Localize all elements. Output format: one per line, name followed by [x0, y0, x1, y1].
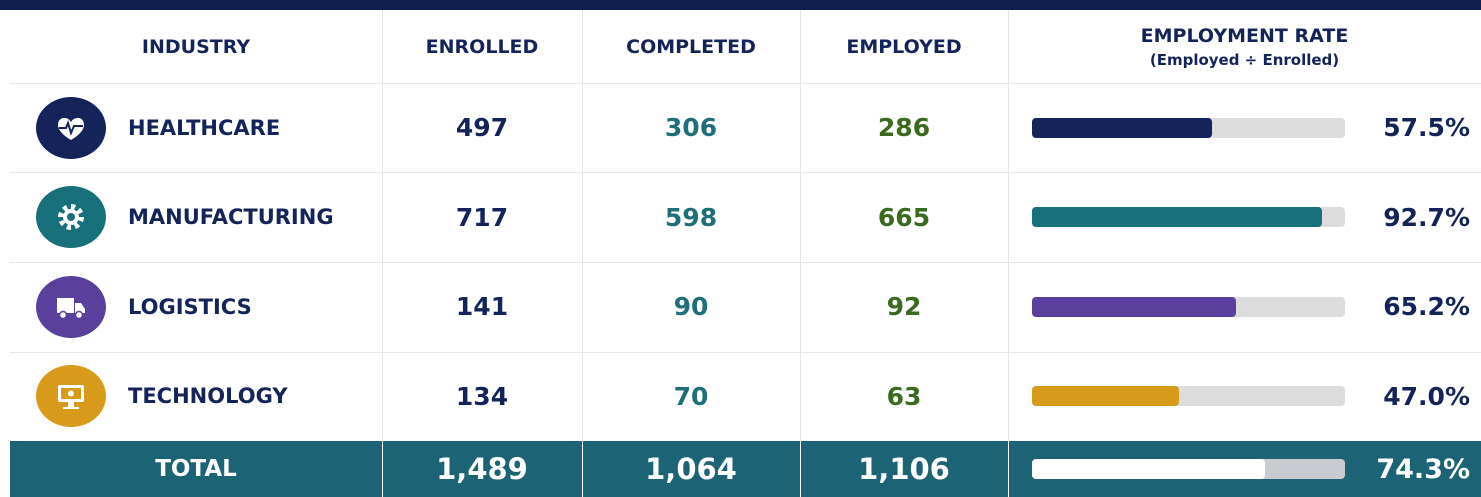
completed-value: 70: [673, 381, 709, 411]
employed-value: 63: [886, 381, 922, 411]
total-employed: 1,106: [858, 452, 950, 486]
rate-bar: [1032, 117, 1212, 138]
enrolled-value: 497: [455, 113, 509, 143]
industry-icon: [36, 96, 106, 160]
industry-name: LOGISTICS: [128, 294, 252, 319]
rate-label: 57.5%: [1383, 113, 1470, 143]
header-subtext: (Employed ÷ Enrolled): [1149, 50, 1340, 69]
completed-value: 598: [664, 202, 718, 232]
employed-value: 665: [877, 202, 931, 232]
header-text: ENROLLED: [425, 35, 539, 58]
total-divider: [582, 441, 583, 497]
column-header: COMPLETED: [582, 10, 800, 83]
row-divider: [10, 83, 1481, 84]
icon: [36, 186, 106, 249]
icon: [36, 275, 106, 338]
header-text: EMPLOYMENT RATE: [1140, 24, 1349, 47]
header-text: EMPLOYED: [846, 35, 962, 58]
rate-track: [1032, 207, 1345, 228]
enrolled-value: 134: [455, 381, 509, 411]
total-divider: [1008, 441, 1009, 497]
total-divider: [382, 441, 383, 497]
total-divider: [800, 441, 801, 497]
total-completed: 1,064: [645, 452, 737, 486]
column-header: EMPLOYED: [800, 10, 1008, 83]
enrolled-value: 717: [455, 202, 509, 232]
column-header: ENROLLED: [382, 10, 582, 83]
completed-value: 306: [664, 113, 718, 143]
industry-icon: [36, 185, 106, 249]
row-divider: [10, 172, 1481, 173]
column-header: EMPLOYMENT RATE (Employed ÷ Enrolled): [1008, 10, 1481, 83]
industry-name: HEALTHCARE: [128, 115, 281, 140]
rate-label: 92.7%: [1383, 202, 1470, 232]
rate-bar: [1032, 386, 1180, 407]
total-rate-label: 74.3%: [1376, 453, 1470, 485]
total-rate-bar: [1032, 459, 1265, 479]
column-divider: [800, 10, 801, 441]
column-divider: [382, 10, 383, 441]
completed-value: 90: [673, 292, 709, 322]
top-band: [0, 0, 1481, 10]
rate-track: [1032, 296, 1345, 317]
total-label: TOTAL: [155, 456, 237, 482]
employed-value: 286: [877, 113, 931, 143]
enrolled-value: 141: [455, 292, 509, 322]
column-divider: [582, 10, 583, 441]
industry-icon: [36, 364, 106, 428]
header-text: COMPLETED: [626, 35, 756, 58]
rate-label: 65.2%: [1383, 292, 1470, 322]
rate-bar: [1032, 207, 1323, 228]
total-enrolled: 1,489: [436, 452, 528, 486]
total-rate-track: [1032, 459, 1345, 479]
rate-bar: [1032, 296, 1237, 317]
column-header: INDUSTRY: [10, 10, 382, 83]
header-text: INDUSTRY: [141, 35, 251, 58]
employed-value: 92: [886, 292, 922, 322]
industry-icon: [36, 275, 106, 339]
rate-track: [1032, 117, 1345, 138]
rate-track: [1032, 386, 1345, 407]
column-divider: [1008, 10, 1009, 441]
icon: [36, 96, 106, 159]
row-divider: [10, 262, 1481, 263]
rate-label: 47.0%: [1383, 381, 1470, 411]
row-divider: [10, 352, 1481, 353]
industry-name: TECHNOLOGY: [128, 384, 288, 409]
industry-name: MANUFACTURING: [128, 205, 334, 230]
icon: [36, 365, 106, 428]
